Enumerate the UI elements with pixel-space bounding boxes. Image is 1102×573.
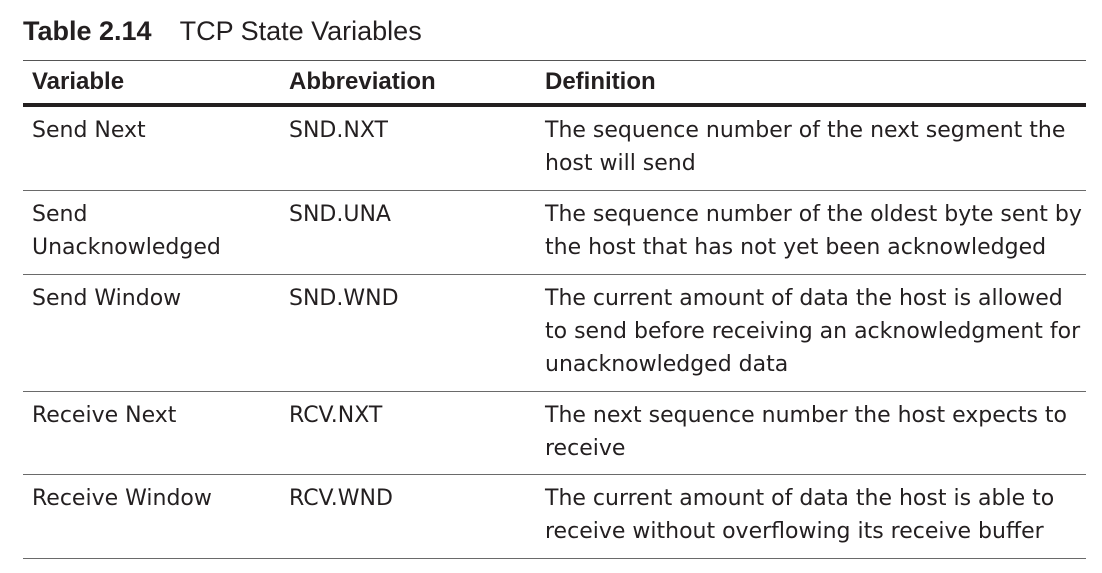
variable-cell: Receive Next — [32, 403, 177, 428]
table-header-row: Variable Abbreviation Definition — [23, 61, 1086, 107]
variable-cell: Send Unacknowledged — [32, 202, 221, 260]
header-variable: Variable — [32, 68, 125, 95]
header-abbreviation: Abbreviation — [289, 68, 436, 95]
table-row: Receive Window RCV.WND The current amoun… — [23, 475, 1086, 559]
variable-cell: Send Window — [32, 286, 182, 311]
definition-cell: The sequence number of the next segment … — [545, 118, 1066, 176]
tcp-state-variables-table: Variable Abbreviation Definition Send Ne… — [23, 60, 1086, 559]
table-row: Send Window SND.WND The current amount o… — [23, 275, 1086, 392]
header-definition: Definition — [545, 68, 656, 95]
definition-cell: The sequence number of the oldest byte s… — [545, 202, 1082, 260]
variable-cell: Send Next — [32, 118, 146, 143]
table-title: TCP State Variables — [179, 16, 422, 46]
abbreviation-cell: RCV.WND — [289, 486, 393, 511]
definition-cell: The current amount of data the host is a… — [545, 486, 1055, 544]
abbreviation-cell: RCV.NXT — [289, 403, 383, 428]
definition-cell: The current amount of data the host is a… — [545, 286, 1081, 377]
definition-cell: The next sequence number the host expect… — [545, 403, 1068, 461]
table-number: Table 2.14 — [23, 16, 152, 46]
table-row: Send Next SND.NXT The sequence number of… — [23, 107, 1086, 191]
table-row: Send Unacknowledged SND.UNA The sequence… — [23, 191, 1086, 275]
abbreviation-cell: SND.UNA — [289, 202, 391, 227]
variable-cell: Receive Window — [32, 486, 212, 511]
table-row: Receive Next RCV.NXT The next sequence n… — [23, 392, 1086, 475]
abbreviation-cell: SND.WND — [289, 286, 399, 311]
abbreviation-cell: SND.NXT — [289, 118, 388, 143]
table-caption: Table 2.14 TCP State Variables — [23, 14, 422, 48]
